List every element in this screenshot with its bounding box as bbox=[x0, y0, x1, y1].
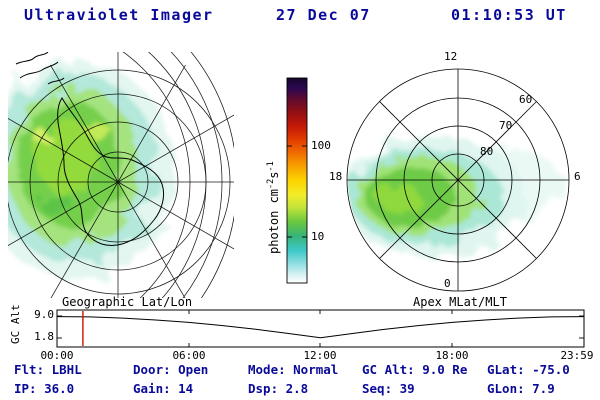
mlat-80-label: 80 bbox=[480, 145, 494, 158]
mlt-18-label: 18 bbox=[329, 170, 343, 183]
title-time: 01:10:53 UT bbox=[451, 6, 567, 24]
colorbar-gradient bbox=[286, 77, 308, 284]
timeline-xtick-2359: 23:59 bbox=[560, 349, 594, 362]
status-dsp: Dsp: 2.8 bbox=[248, 381, 309, 396]
timeline-ytick-bottom: 1.8 bbox=[34, 330, 54, 343]
status-mode: Mode: Normal bbox=[248, 362, 339, 377]
timeline-xtick-0600: 06:00 bbox=[172, 349, 206, 362]
colorbar-tick-10: 10 bbox=[311, 230, 325, 243]
geographic-grid bbox=[8, 52, 234, 298]
colorbar-ticks bbox=[287, 145, 307, 238]
aurora-image-left bbox=[8, 62, 176, 278]
gcalt-curve bbox=[56, 316, 585, 339]
timeline-xtick-0000: 00:00 bbox=[40, 349, 74, 362]
colorbar-unit-pre: photon cm bbox=[267, 188, 281, 254]
colorbar-unit-label: photon cm-2s-1 bbox=[266, 161, 281, 254]
mlt-12-label: 12 bbox=[444, 50, 458, 63]
colorbar-unit-mid: s bbox=[267, 171, 281, 179]
aurora-image-right bbox=[348, 136, 563, 256]
right-panel-caption: Apex MLat/MLT bbox=[413, 295, 507, 309]
mlat-60-label: 60 bbox=[519, 93, 533, 106]
mlt-6-label: 6 bbox=[574, 170, 581, 183]
left-panel-caption: Geographic Lat/Lon bbox=[62, 295, 193, 309]
status-glon: GLon: 7.9 bbox=[487, 381, 555, 396]
timeline-ticks bbox=[57, 310, 584, 347]
mlat-70-label: 70 bbox=[499, 119, 513, 132]
colorbar-tick-100: 100 bbox=[311, 139, 331, 152]
status-glat: GLat: -75.0 bbox=[487, 362, 570, 377]
geographic-map-panel bbox=[8, 52, 234, 298]
timeline-plot bbox=[56, 309, 585, 348]
status-ip: IP: 36.0 bbox=[14, 381, 75, 396]
status-gc-alt: GC Alt: 9.0 Re bbox=[362, 362, 468, 377]
title-instrument: Ultraviolet Imager bbox=[24, 6, 214, 24]
timeline-xtick-1200: 12:00 bbox=[303, 349, 337, 362]
title-date: 27 Dec 07 bbox=[276, 6, 371, 24]
status-door: Door: Open bbox=[133, 362, 209, 377]
polar-plot-panel bbox=[346, 68, 570, 292]
colorbar-unit-sup1: -2 bbox=[266, 178, 276, 189]
polar-grid bbox=[346, 68, 570, 292]
colorbar bbox=[286, 77, 308, 284]
mlt-0-label: 0 bbox=[444, 277, 451, 290]
status-seq: Seq: 39 bbox=[362, 381, 415, 396]
colorbar-unit-sup2: -1 bbox=[266, 161, 276, 172]
timeline-xtick-1800: 18:00 bbox=[435, 349, 469, 362]
status-flt: Flt: LBHL bbox=[14, 362, 82, 377]
timeline-ylabel: GC Alt bbox=[9, 304, 22, 344]
status-gain: Gain: 14 bbox=[133, 381, 194, 396]
timeline-frame bbox=[56, 309, 585, 348]
timeline-ytick-top: 9.0 bbox=[34, 308, 54, 321]
coastlines bbox=[15, 52, 165, 246]
